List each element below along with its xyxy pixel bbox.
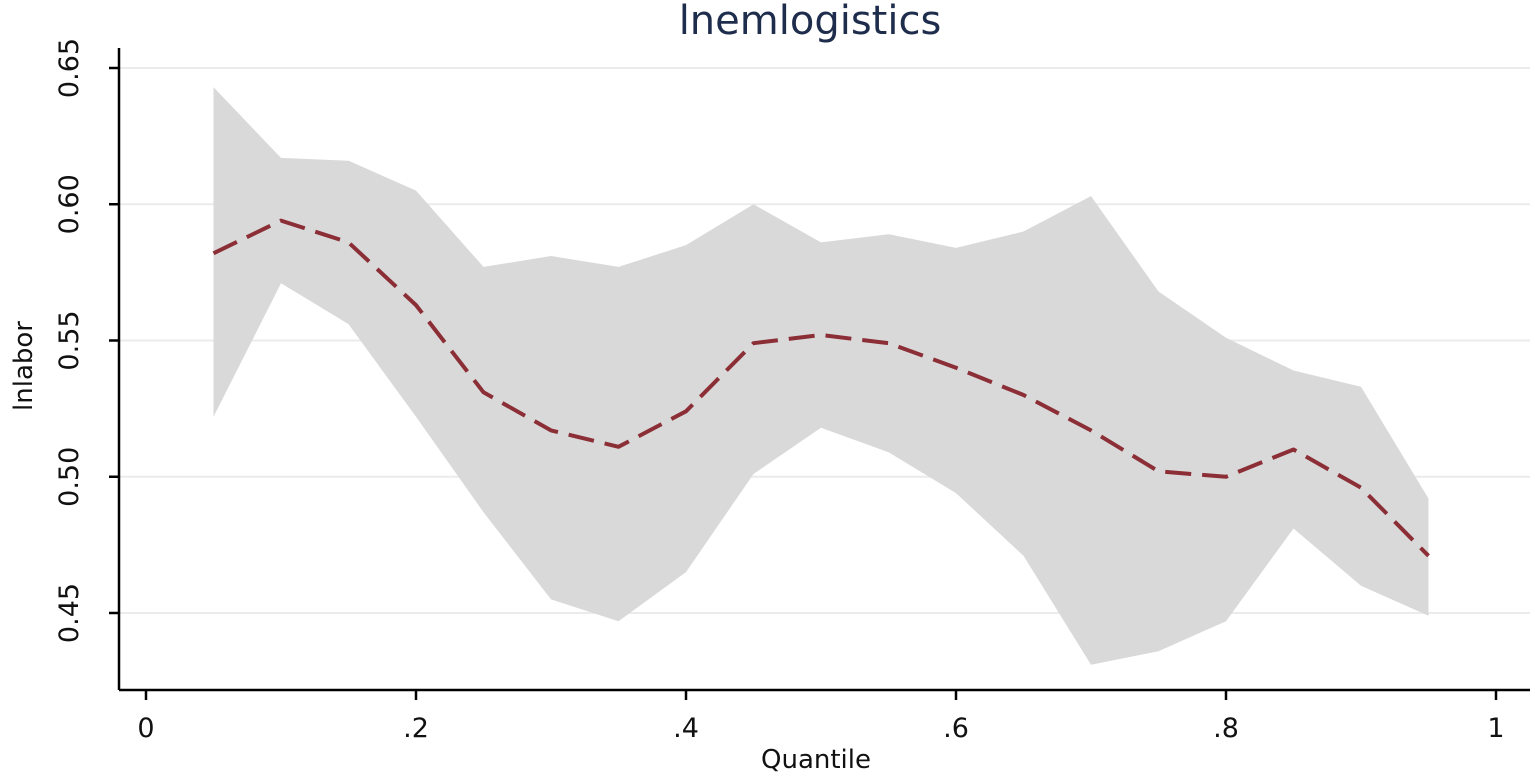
series-point-15 — [1224, 474, 1229, 479]
series-point-10 — [886, 341, 891, 346]
x-tick-label-0: 0 — [137, 713, 154, 744]
y-axis-ticks: 0.45 0.50 0.55 0.60 0.65 — [54, 38, 119, 643]
series-point-8 — [751, 341, 756, 346]
series-point-14 — [1156, 469, 1161, 474]
series-point-11 — [954, 365, 959, 370]
series-point-9 — [819, 333, 824, 338]
y-tick-label-2: 0.55 — [54, 310, 85, 370]
series-point-2 — [346, 240, 351, 245]
series-point-16 — [1291, 447, 1296, 452]
series-point-3 — [414, 303, 419, 308]
x-tick-label-5: 1 — [1487, 713, 1504, 744]
y-tick-label-1: 0.50 — [54, 447, 85, 507]
series-point-12 — [1021, 393, 1026, 398]
series-line — [212, 218, 1430, 558]
chart-title: lnemlogistics — [679, 0, 942, 44]
series-point-6 — [616, 444, 621, 449]
y-axis-title: lnlabor — [9, 321, 39, 411]
y-tick-label-3: 0.60 — [54, 174, 85, 234]
x-tick-label-2: .4 — [673, 713, 699, 744]
series-point-5 — [549, 428, 554, 433]
y-tick-label-0: 0.45 — [54, 583, 85, 643]
series-point-4 — [481, 390, 486, 395]
series-point-0 — [211, 251, 216, 256]
confidence-band — [213, 87, 1429, 665]
x-tick-label-4: .8 — [1213, 713, 1239, 744]
series-point-17 — [1359, 485, 1364, 490]
series-point-18 — [1426, 553, 1431, 558]
x-axis-title: Quantile — [761, 745, 871, 775]
x-axis-ticks: 0 .2 .4 .6 .8 1 — [137, 690, 1505, 744]
x-tick-label-3: .6 — [943, 713, 969, 744]
series-point-1 — [279, 218, 284, 223]
y-tick-label-4: 0.65 — [54, 38, 85, 98]
x-tick-label-1: .2 — [403, 713, 429, 744]
series-point-7 — [684, 409, 689, 414]
series-point-13 — [1089, 428, 1094, 433]
